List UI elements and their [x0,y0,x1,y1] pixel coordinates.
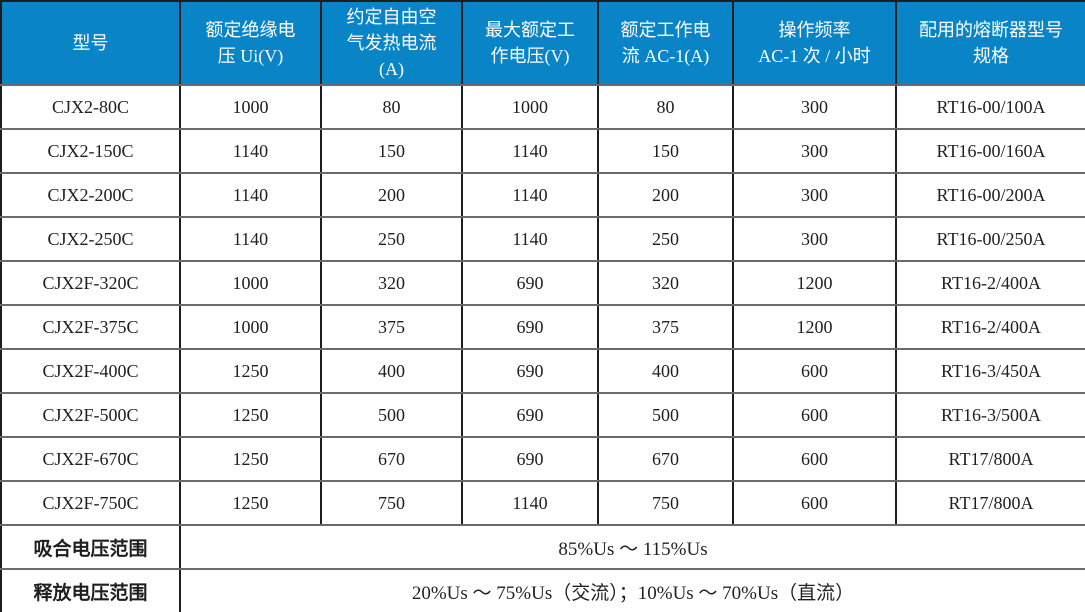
table-row: CJX2F-670C 1250 670 690 670 600 RT17/800A [1,437,1085,482]
table-row: CJX2-200C 1140 200 1140 200 300 RT16-00/200A [1,173,1085,218]
header-cell-insulation-voltage: 额定绝缘电 压 Ui(V) [180,1,322,86]
model-cell: CJX2-150C [1,129,181,174]
value-cell: 500 [598,393,734,438]
value-cell: 1000 [180,85,322,130]
value-cell: 670 [321,437,463,482]
value-cell: 300 [733,85,897,130]
value-cell: RT16-3/450A [896,349,1085,394]
model-cell: CJX2-200C [1,173,181,218]
table-row: CJX2-250C 1140 250 1140 250 300 RT16-00/250A [1,217,1085,262]
value-cell: 600 [733,481,897,526]
value-cell: 690 [462,261,599,306]
pickup-voltage-label: 吸合电压范围 [1,525,181,570]
value-cell: 750 [598,481,734,526]
value-cell: RT16-2/400A [896,305,1085,350]
model-cell: CJX2-80C [1,85,181,130]
release-voltage-label: 释放电压范围 [1,569,181,612]
table-row: CJX2F-500C 1250 500 690 500 600 RT16-3/500A [1,393,1085,438]
value-cell: 320 [598,261,734,306]
value-cell: 1140 [462,173,599,218]
value-cell: RT17/800A [896,481,1085,526]
table-row: CJX2-80C 1000 80 1000 80 300 RT16-00/100A [1,85,1085,130]
value-cell: 600 [733,349,897,394]
footer-row-pickup-voltage: 吸合电压范围 85%Us ～ 115%Us [1,525,1085,570]
value-cell: RT16-3/500A [896,393,1085,438]
value-cell: 670 [598,437,734,482]
value-cell: RT16-00/100A [896,85,1085,130]
table-row: CJX2F-375C 1000 375 690 375 1200 RT16-2/400A [1,305,1085,350]
value-cell: 375 [598,305,734,350]
value-cell: RT16-2/400A [896,261,1085,306]
value-cell: 300 [733,129,897,174]
value-cell: RT16-00/200A [896,173,1085,218]
value-cell: 375 [321,305,463,350]
value-cell: 150 [598,129,734,174]
value-cell: 690 [462,349,599,394]
value-cell: 600 [733,437,897,482]
model-cell: CJX2F-320C [1,261,181,306]
model-cell: CJX2F-375C [1,305,181,350]
table-row: CJX2F-750C 1250 750 1140 750 600 RT17/800A [1,481,1085,526]
table-body: CJX2-80C 1000 80 1000 80 300 RT16-00/100A CJX2-… [1,85,1085,526]
value-cell: 400 [321,349,463,394]
model-cell: CJX2F-500C [1,393,181,438]
value-cell: RT16-00/160A [896,129,1085,174]
value-cell: 1140 [180,173,322,218]
value-cell: 1250 [180,349,322,394]
value-cell: RT17/800A [896,437,1085,482]
value-cell: 250 [598,217,734,262]
value-cell: 200 [321,173,463,218]
value-cell: 600 [733,393,897,438]
header-cell-model: 型号 [1,1,181,86]
header-cell-max-working-voltage: 最大额定工 作电压(V) [462,1,599,86]
value-cell: 1250 [180,393,322,438]
value-cell: 1140 [180,217,322,262]
footer-row-release-voltage: 释放电压范围 20%Us ～ 75%Us（交流）；10%Us ～ 70%Us（直… [1,569,1085,612]
value-cell: 320 [321,261,463,306]
value-cell: 300 [733,173,897,218]
value-cell: 1140 [462,481,599,526]
header-cell-operation-frequency: 操作频率 AC-1 次 / 小时 [733,1,897,86]
value-cell: 1140 [462,129,599,174]
header-cell-working-current: 额定工作电 流 AC-1(A) [598,1,734,86]
value-cell: 80 [598,85,734,130]
value-cell: 1200 [733,261,897,306]
value-cell: 1000 [180,305,322,350]
value-cell: 1250 [180,481,322,526]
value-cell: 690 [462,393,599,438]
header-row: 型号 额定绝缘电 压 Ui(V) 约定自由空 气发热电流 (A) 最大额定工 作… [1,1,1085,86]
value-cell: 300 [733,217,897,262]
table-row: CJX2F-400C 1250 400 690 400 600 RT16-3/450A [1,349,1085,394]
header-cell-thermal-current: 约定自由空 气发热电流 (A) [321,1,463,86]
model-cell: CJX2-250C [1,217,181,262]
value-cell: 1250 [180,437,322,482]
pickup-voltage-value: 85%Us ～ 115%Us [180,525,1085,570]
value-cell: 250 [321,217,463,262]
release-voltage-value: 20%Us ～ 75%Us（交流）；10%Us ～ 70%Us（直流） [411,582,855,604]
value-cell: 80 [321,85,463,130]
value-cell: 150 [321,129,463,174]
value-cell: 690 [462,305,599,350]
value-cell: 500 [321,393,463,438]
value-cell: 1000 [180,261,322,306]
value-cell: 1140 [462,217,599,262]
table-row: CJX2F-320C 1000 320 690 320 1200 RT16-2/400A [1,261,1085,306]
value-cell: 1200 [733,305,897,350]
value-cell: RT16-00/250A [896,217,1085,262]
model-cell: CJX2F-400C [1,349,181,394]
value-cell: 1140 [180,129,322,174]
header-cell-fuse-spec: 配用的熔断器型号 规格 [896,1,1085,86]
value-cell: 400 [598,349,734,394]
table-header: 型号 额定绝缘电 压 Ui(V) 约定自由空 气发热电流 (A) 最大额定工 作… [1,1,1085,86]
model-cell: CJX2F-750C [1,481,181,526]
value-cell: 1000 [462,85,599,130]
table-row: CJX2-150C 1140 150 1140 150 300 RT16-00/160A [1,129,1085,174]
value-cell: 750 [321,481,463,526]
value-cell: 200 [598,173,734,218]
model-cell: CJX2F-670C [1,437,181,482]
table-footer: 吸合电压范围 85%Us ～ 115%Us 释放电压范围 20%Us ～ 75%… [1,525,1085,612]
value-cell: 690 [462,437,599,482]
